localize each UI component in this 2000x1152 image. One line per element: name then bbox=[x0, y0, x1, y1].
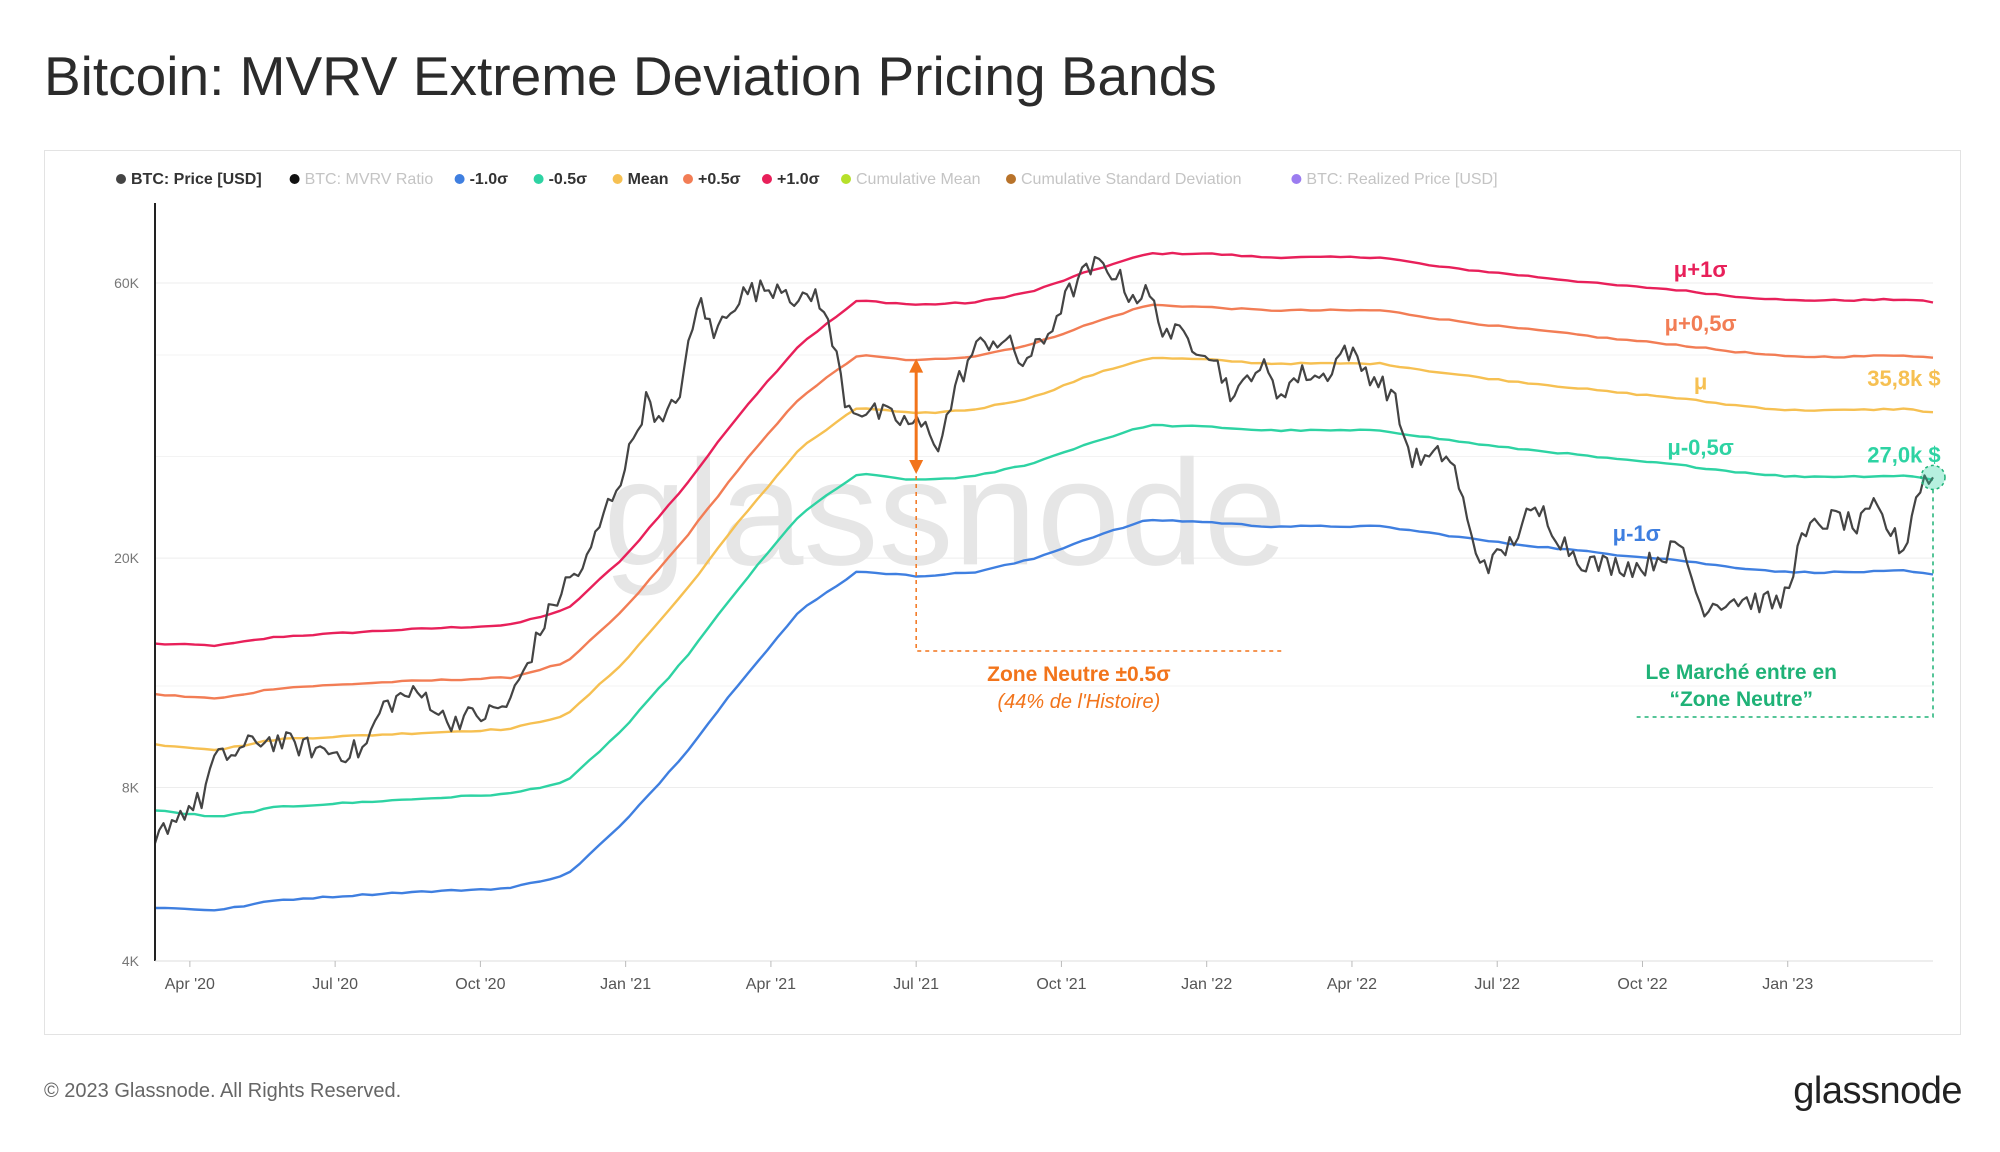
chart-panel: BTC: Price [USD] BTC: MVRV Ratio -1.0σ -0.5… bbox=[44, 150, 1961, 1035]
series-line bbox=[154, 303, 1934, 700]
series-line bbox=[154, 251, 1934, 648]
x-tick-label: Jul '21 bbox=[893, 976, 939, 993]
x-tick-label: Apr '22 bbox=[1327, 976, 1377, 993]
band-label: μ bbox=[1694, 370, 1707, 395]
x-tick-label: Jan '23 bbox=[1762, 976, 1813, 993]
legend-swatch bbox=[116, 174, 126, 184]
band-label: 27,0k $ bbox=[1867, 442, 1940, 467]
chart: BTC: Price [USD] BTC: MVRV Ratio -1.0σ -0.5… bbox=[114, 171, 1946, 993]
legend-label: -1.0σ bbox=[470, 171, 509, 188]
footer-copyright: © 2023 Glassnode. All Rights Reserved. bbox=[44, 1080, 402, 1102]
legend-item[interactable]: Mean bbox=[612, 171, 669, 188]
zone-dashed-guide bbox=[915, 476, 1283, 652]
legend-item[interactable]: BTC: MVRV Ratio bbox=[289, 171, 434, 188]
annotations: Zone Neutre ±0.5σ (44% de l'Histoire) Le M… bbox=[909, 358, 1946, 718]
series-line bbox=[153, 255, 1934, 844]
zone-arrowhead-down bbox=[909, 460, 924, 475]
zone-title: Zone Neutre ±0.5σ bbox=[987, 663, 1170, 686]
legend-label: +0.5σ bbox=[698, 171, 741, 188]
x-tick-label: Oct '22 bbox=[1617, 976, 1667, 993]
series-layer bbox=[153, 251, 1934, 912]
legend-item[interactable]: Cumulative Standard Deviation bbox=[1006, 171, 1242, 188]
x-tick-label: Jan '22 bbox=[1181, 976, 1232, 993]
zone-subtitle: (44% de l'Histoire) bbox=[997, 691, 1160, 713]
y-tick-label: 60K bbox=[114, 275, 140, 291]
legend-label: BTC: Realized Price [USD] bbox=[1306, 171, 1497, 188]
x-tick-label: Apr '21 bbox=[746, 976, 796, 993]
series-line bbox=[154, 518, 1934, 912]
x-tick-label: Jan '21 bbox=[600, 976, 651, 993]
legend-swatch bbox=[841, 174, 851, 184]
band-label: μ+1σ bbox=[1674, 257, 1728, 282]
band-label: μ+0,5σ bbox=[1665, 311, 1737, 336]
legend-label: +1.0σ bbox=[777, 171, 820, 188]
legend-swatch bbox=[289, 174, 300, 184]
x-tick-label: Jul '22 bbox=[1474, 976, 1520, 993]
band-label: μ-1σ bbox=[1613, 521, 1661, 546]
y-tick-label: 8K bbox=[122, 779, 140, 795]
legend-swatch bbox=[1291, 174, 1302, 184]
y-tick-label: 4K bbox=[122, 953, 140, 969]
watermark: glassnode bbox=[603, 428, 1287, 596]
market-text-line1: Le Marché entre en bbox=[1646, 661, 1837, 684]
legend-label: Mean bbox=[628, 171, 669, 188]
x-tick-label: Oct '20 bbox=[455, 976, 505, 993]
x-tick-label: Oct '21 bbox=[1036, 976, 1086, 993]
page-title: Bitcoin: MVRV Extreme Deviation Pricing … bbox=[44, 45, 1217, 107]
legend-item[interactable]: -0.5σ bbox=[533, 171, 588, 188]
market-entry-marker bbox=[1920, 464, 1946, 491]
y-tick-label: 20K bbox=[114, 550, 140, 566]
band-labels: μ+1σ μ+0,5σ μ 35,8k $ μ-0,5σ 27,0k $ μ-1σ bbox=[1613, 257, 1941, 546]
zone-arrowhead-up bbox=[909, 358, 924, 373]
legend-item[interactable]: +0.5σ bbox=[683, 171, 741, 188]
x-tick-label: Jul '20 bbox=[312, 976, 358, 993]
glassnode-logo: glassnode bbox=[1793, 1070, 1962, 1112]
legend-item[interactable]: BTC: Price [USD] bbox=[116, 171, 262, 188]
legend-label: Cumulative Mean bbox=[856, 171, 981, 188]
x-tick-label: Apr '20 bbox=[165, 976, 215, 993]
legend-swatch bbox=[762, 174, 772, 184]
band-label: μ-0,5σ bbox=[1667, 435, 1733, 460]
series-line bbox=[154, 423, 1934, 818]
band-label: 35,8k $ bbox=[1867, 366, 1940, 391]
legend-item[interactable]: +1.0σ bbox=[762, 171, 820, 188]
legend-label: -0.5σ bbox=[549, 171, 588, 188]
legend-swatch bbox=[533, 174, 544, 184]
legend-swatch bbox=[612, 174, 623, 184]
axes: 4K 8K 20K 60K Apr '20 Jul '20 Oct '20 Jan '21 Ap… bbox=[114, 203, 1933, 993]
legend-label: BTC: Price [USD] bbox=[131, 171, 262, 188]
market-dashed-guide bbox=[1636, 489, 1934, 718]
legend-label: Cumulative Standard Deviation bbox=[1021, 171, 1242, 188]
legend: BTC: Price [USD] BTC: MVRV Ratio -1.0σ -0.5… bbox=[116, 171, 1498, 188]
legend-label: BTC: MVRV Ratio bbox=[305, 171, 434, 188]
legend-swatch bbox=[1006, 174, 1016, 184]
gridlines bbox=[155, 282, 1933, 962]
market-text-line2: “Zone Neutre” bbox=[1669, 688, 1813, 711]
legend-swatch bbox=[454, 174, 465, 184]
legend-item[interactable]: Cumulative Mean bbox=[841, 171, 981, 188]
watermark-text: glassnode bbox=[603, 428, 1287, 596]
legend-swatch bbox=[683, 174, 693, 184]
legend-item[interactable]: -1.0σ bbox=[454, 171, 509, 188]
legend-item[interactable]: BTC: Realized Price [USD] bbox=[1291, 171, 1498, 188]
